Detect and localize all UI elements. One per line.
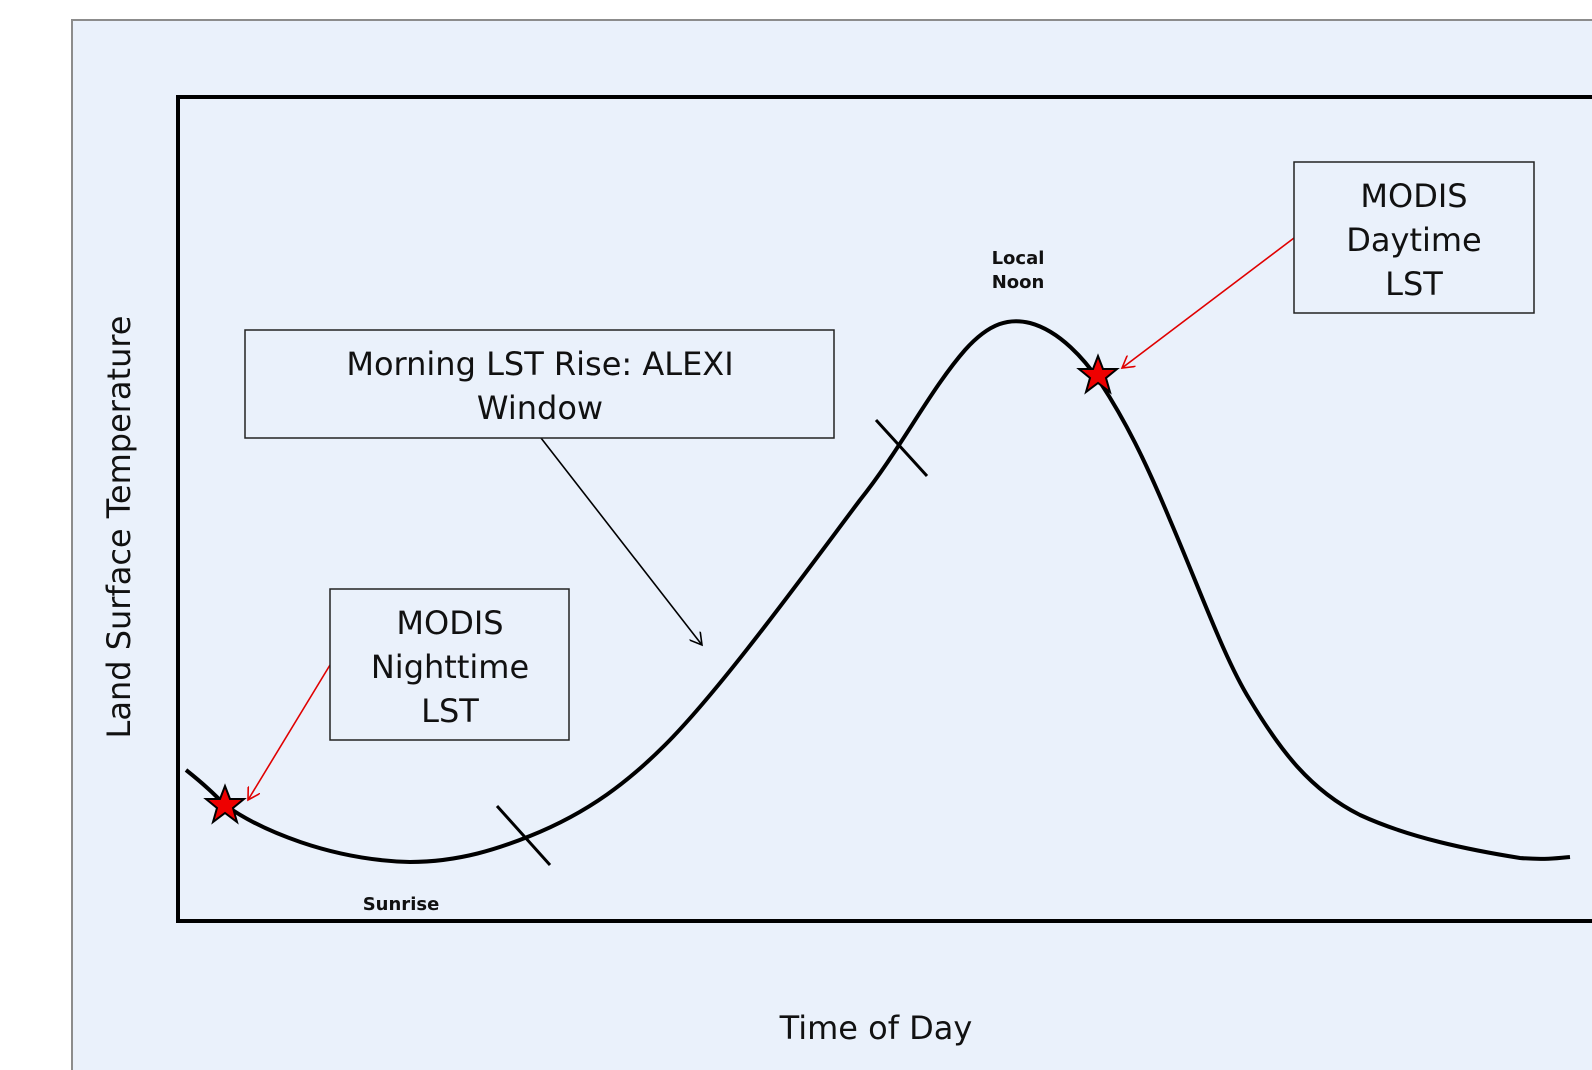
noon-label: Local	[992, 248, 1045, 269]
window-end-tick	[874, 418, 929, 478]
sunrise-label: Sunrise	[363, 894, 440, 915]
box-text: MODIS	[1360, 177, 1467, 215]
noon-label: Noon	[992, 272, 1045, 293]
x-axis-label: Time of Day	[779, 1009, 973, 1047]
box-text: Nighttime	[371, 648, 529, 686]
box-text: LST	[1385, 265, 1443, 303]
window-box	[244, 329, 835, 439]
window-arrow	[540, 437, 702, 645]
box-text: MODIS	[396, 604, 503, 642]
night-arrow	[248, 664, 331, 800]
day-arrow	[1122, 237, 1295, 368]
y-axis-label: Land Surface Temperature	[100, 316, 138, 739]
plot-frame	[176, 95, 1592, 923]
box-text: LST	[421, 692, 479, 730]
box-text: Daytime	[1346, 221, 1481, 259]
day-box	[1293, 161, 1535, 314]
lst-curve	[184, 319, 1571, 865]
night-star	[203, 783, 247, 825]
night-box	[329, 588, 570, 741]
window-start-tick	[495, 804, 552, 867]
box-text: Window	[477, 389, 603, 427]
box-text: Morning LST Rise: ALEXI	[346, 345, 733, 383]
day-star	[1076, 353, 1120, 395]
